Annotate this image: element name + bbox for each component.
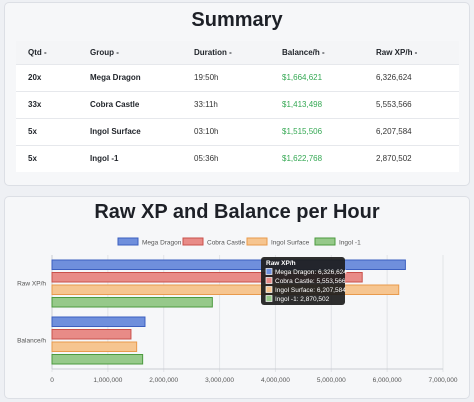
legend-label[interactable]: Ingol -1 <box>339 240 361 247</box>
tooltip-line: Ingol -1: 2,870,502 <box>275 296 330 303</box>
cell-duration: 33:11h <box>182 90 270 118</box>
cell-xp: 6,326,624 <box>364 63 459 91</box>
bar[interactable] <box>51 329 132 340</box>
x-tick-label: 0 <box>50 377 54 384</box>
cell-balance: $1,622,768 <box>270 144 364 172</box>
x-tick-label: 4,000,000 <box>261 377 290 384</box>
cell-xp: 5,553,566 <box>364 90 459 118</box>
y-tick-label: Balance/h <box>17 338 46 345</box>
cell-group: Cobra Castle <box>78 90 182 118</box>
x-tick-label: 5,000,000 <box>317 377 346 384</box>
summary-table: Qtd - Group - Duration - Balance/h - Raw… <box>16 41 459 172</box>
cell-qtd: 5x <box>16 144 78 172</box>
cell-xp: 6,207,584 <box>364 117 459 145</box>
table-row: 33x Cobra Castle 33:11h $1,413,498 5,553… <box>16 90 459 118</box>
x-tick-label: 1,000,000 <box>93 377 122 384</box>
cell-group: Ingol Surface <box>78 117 182 145</box>
cell-qtd: 5x <box>16 117 78 145</box>
bar[interactable] <box>51 316 146 327</box>
legend-swatch[interactable] <box>314 237 336 246</box>
x-tick-label: 2,000,000 <box>149 377 178 384</box>
table-row: 5x Ingol -1 05:36h $1,622,768 2,870,502 <box>16 144 459 172</box>
x-tick-label: 7,000,000 <box>429 377 458 384</box>
header-xp[interactable]: Raw XP/h - <box>364 41 459 64</box>
x-tick-label: 3,000,000 <box>205 377 234 384</box>
table-row: 5x Ingol Surface 03:10h $1,515,506 6,207… <box>16 117 459 145</box>
tooltip-swatch <box>265 295 273 302</box>
legend-swatch[interactable] <box>182 237 204 246</box>
bar-chart[interactable]: Mega Dragon Cobra Castle Ingol Surface Ingo… <box>5 197 471 400</box>
tooltip-swatch <box>265 286 273 293</box>
legend-label[interactable]: Mega Dragon <box>142 240 182 247</box>
bar[interactable] <box>51 284 400 295</box>
cell-duration: 05:36h <box>182 144 270 172</box>
bar[interactable] <box>51 341 138 352</box>
table-header-row: Qtd - Group - Duration - Balance/h - Raw… <box>16 41 459 64</box>
tooltip-swatch <box>265 277 273 284</box>
cell-balance: $1,515,506 <box>270 117 364 145</box>
cell-qtd: 20x <box>16 63 78 91</box>
header-qtd[interactable]: Qtd - <box>16 41 78 64</box>
cell-group: Ingol -1 <box>78 144 182 172</box>
x-tick-label: 6,000,000 <box>373 377 402 384</box>
tooltip-title: Raw XP/h <box>266 260 296 267</box>
summary-title: Summary <box>191 9 283 31</box>
cell-duration: 19:50h <box>182 63 270 91</box>
header-duration[interactable]: Duration - <box>182 41 270 64</box>
table-row: 20x Mega Dragon 19:50h $1,664,621 6,326,… <box>16 63 459 91</box>
tooltip-line: Cobra Castle: 5,553,566 <box>275 278 346 285</box>
legend-swatch[interactable] <box>246 237 268 246</box>
cell-xp: 2,870,502 <box>364 144 459 172</box>
legend-label[interactable]: Ingol Surface <box>271 240 310 247</box>
header-group[interactable]: Group - <box>78 41 182 64</box>
bar[interactable] <box>51 297 213 308</box>
chart-card: Raw XP and Balance per Hour Mega Dragon C… <box>4 196 470 399</box>
bar[interactable] <box>51 272 363 283</box>
cell-qtd: 33x <box>16 90 78 118</box>
bar[interactable] <box>51 259 406 270</box>
legend-swatch[interactable] <box>117 237 139 246</box>
tooltip-line: Mega Dragon: 6,326,624 <box>275 269 347 276</box>
bar[interactable] <box>51 354 144 365</box>
chart-title: Raw XP and Balance per Hour <box>94 201 380 223</box>
tooltip-line: Ingol Surface: 6,207,584 <box>275 287 346 294</box>
header-balance[interactable]: Balance/h - <box>270 41 364 64</box>
cell-group: Mega Dragon <box>78 63 182 91</box>
legend-label[interactable]: Cobra Castle <box>207 240 245 247</box>
summary-card: Summary Qtd - Group - Duration - Balance… <box>4 2 470 186</box>
cell-balance: $1,413,498 <box>270 90 364 118</box>
tooltip-box <box>261 257 345 305</box>
cell-balance: $1,664,621 <box>270 63 364 91</box>
cell-duration: 03:10h <box>182 117 270 145</box>
y-tick-label: Raw XP/h <box>17 281 46 288</box>
tooltip-swatch <box>265 268 273 275</box>
